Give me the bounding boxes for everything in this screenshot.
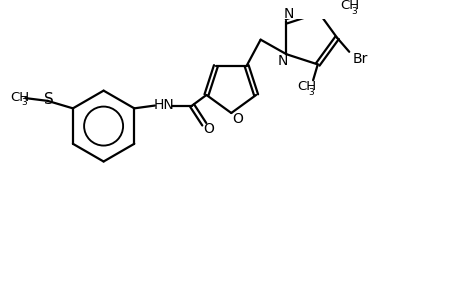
Text: Br: Br: [352, 52, 367, 66]
Text: HN: HN: [153, 98, 174, 112]
Text: N: N: [277, 54, 287, 68]
Text: O: O: [203, 122, 214, 136]
Text: CH: CH: [10, 91, 29, 104]
Text: S: S: [44, 92, 53, 107]
Text: 3: 3: [308, 88, 313, 97]
Text: O: O: [232, 112, 243, 126]
Text: 3: 3: [22, 98, 27, 107]
Text: CH: CH: [339, 0, 358, 12]
Text: 3: 3: [351, 7, 356, 16]
Text: CH: CH: [297, 80, 315, 93]
Text: N: N: [284, 7, 294, 21]
